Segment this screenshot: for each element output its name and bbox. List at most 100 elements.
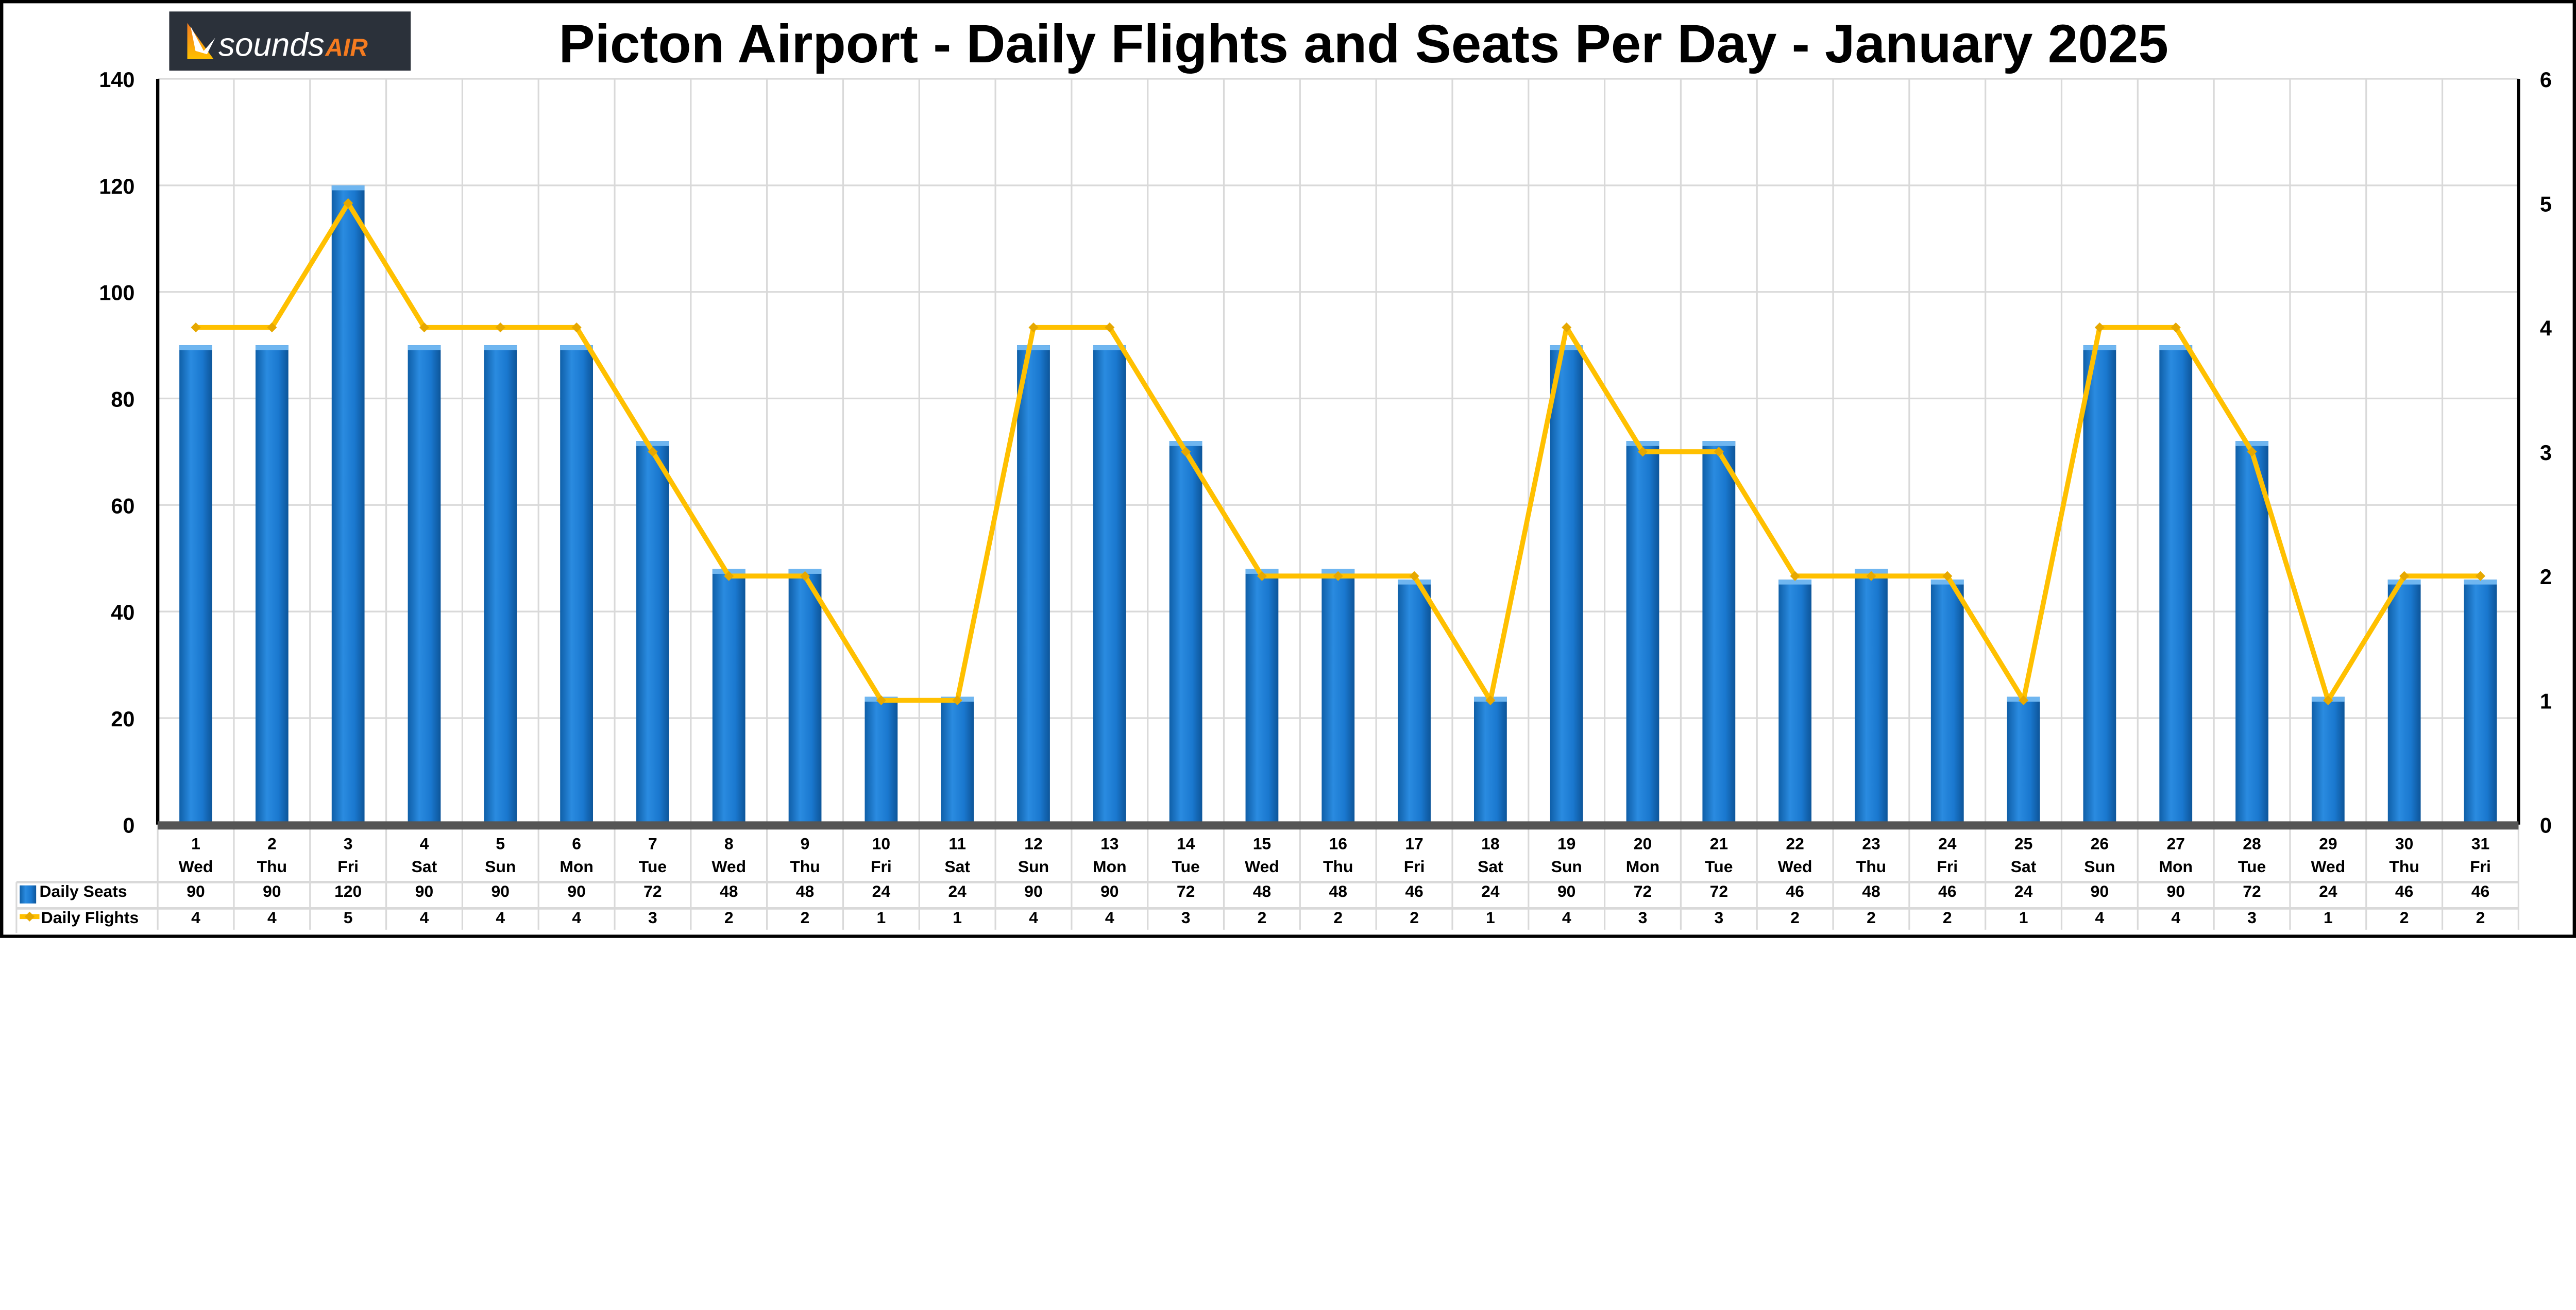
marker-daily-flights [952,695,962,706]
left-axis-tick: 80 [111,387,134,411]
logo-accent-text: AIR [325,34,368,61]
data-label-flights: 2 [1790,908,1800,927]
bar-top-highlight [2083,345,2116,350]
marker-daily-flights [1028,322,1039,333]
data-label-seats: 46 [2395,882,2413,900]
x-tick-day: 10 [872,835,890,853]
x-axis-floor [158,821,2519,830]
bar-daily-seats [1778,580,1812,825]
data-label-seats: 48 [1862,882,1880,900]
data-label-seats: 48 [1329,882,1347,900]
bar-daily-seats [484,345,517,825]
x-tick-day: 23 [1862,835,1880,853]
bar-daily-seats [408,345,441,825]
x-tick-day: 4 [420,835,429,853]
data-label-seats: 46 [2471,882,2489,900]
marker-daily-flights [1562,322,1572,333]
data-label-flights: 4 [420,908,429,927]
x-tick-weekday: Mon [2159,857,2193,876]
marker-daily-flights [1181,447,1191,457]
bar-daily-seats [788,569,822,825]
x-tick-weekday: Thu [1856,857,1886,876]
bar-daily-seats [331,185,365,825]
x-tick-day: 14 [1177,835,1195,853]
marker-daily-flights [2094,322,2105,333]
x-tick-day: 22 [1786,835,1804,853]
x-tick-day: 17 [1405,835,1423,853]
data-label-seats: 46 [1938,882,1956,900]
x-tick-day: 5 [496,835,505,853]
data-label-seats: 90 [415,882,433,900]
x-tick-day: 25 [2014,835,2032,853]
data-label-flights: 4 [1029,908,1038,927]
data-label-flights: 1 [1486,908,1495,927]
bar-daily-seats [2083,345,2116,825]
x-tick-weekday: Sun [485,857,516,876]
data-label-seats: 72 [1710,882,1728,900]
logo-bird-icon [187,23,214,59]
bar-top-highlight [1930,580,1964,585]
x-tick-day: 30 [2395,835,2413,853]
x-tick-weekday: Thu [2389,857,2419,876]
chart-title: Picton Airport - Daily Flights and Seats… [558,14,2168,74]
left-axis-tick: 140 [99,67,134,92]
data-label-seats: 90 [1024,882,1042,900]
data-label-seats: 120 [334,882,362,900]
data-label-seats: 72 [643,882,662,900]
legend-seats-swatch [20,885,37,904]
x-tick-weekday: Sun [2084,857,2115,876]
bar-daily-seats [941,696,974,825]
gridlines [157,78,2519,930]
bar-top-highlight [1169,441,1202,446]
left-axis-tick: 60 [111,494,134,518]
x-tick-weekday: Fri [2470,857,2491,876]
x-tick-day: 28 [2243,835,2261,853]
data-label-seats: 48 [720,882,738,900]
x-tick-day: 12 [1024,835,1042,853]
bar-daily-seats [1930,580,1964,825]
bar-daily-seats [2159,345,2193,825]
bar-top-highlight [331,185,365,191]
bar-daily-seats [1017,345,1050,825]
data-label-seats: 24 [872,882,891,900]
data-label-flights: 5 [344,908,353,927]
bar-daily-seats [1550,345,1583,825]
x-tick-weekday: Tue [639,857,667,876]
marker-daily-flights [1714,447,1724,457]
bar-top-highlight [484,345,517,350]
left-axis-tick: 20 [111,707,134,731]
right-axis-tick: 2 [2540,565,2552,589]
data-label-flights: 1 [877,908,886,927]
bar-top-highlight [1398,580,1431,585]
bar-daily-seats [636,441,669,825]
right-axis-tick: 4 [2540,316,2552,341]
x-tick-weekday: Fri [1404,857,1425,876]
x-tick-weekday: Wed [1778,857,1812,876]
data-label-seats: 90 [263,882,281,900]
data-label-flights: 3 [1181,908,1191,927]
marker-daily-flights [1637,447,1648,457]
x-tick-day: 20 [1634,835,1652,853]
bar-top-highlight [1093,345,1126,350]
legend-flights-label: Daily Flights [41,908,139,927]
data-label-flights: 2 [2476,908,2485,927]
marker-daily-flights [2247,447,2257,457]
bar-top-highlight [636,441,669,446]
bar-daily-seats [1473,696,1507,825]
x-tick-day: 11 [948,835,966,853]
x-tick-weekday: Wed [711,857,746,876]
x-tick-day: 9 [801,835,810,853]
x-tick-weekday: Mon [1093,857,1127,876]
legend-seats-label: Daily Seats [40,882,127,900]
bar-daily-seats [1855,569,1888,825]
data-label-seats: 24 [1481,882,1500,900]
bar-daily-seats [1169,441,1202,825]
marker-daily-flights [876,695,886,706]
bar-top-highlight [1550,345,1583,350]
x-tick-weekday: Sat [944,857,970,876]
x-tick-weekday: Wed [2311,857,2345,876]
x-tick-weekday: Fri [337,857,359,876]
data-label-flights: 1 [2019,908,2028,927]
data-label-flights: 3 [2247,908,2257,927]
x-tick-day: 1 [191,835,200,853]
